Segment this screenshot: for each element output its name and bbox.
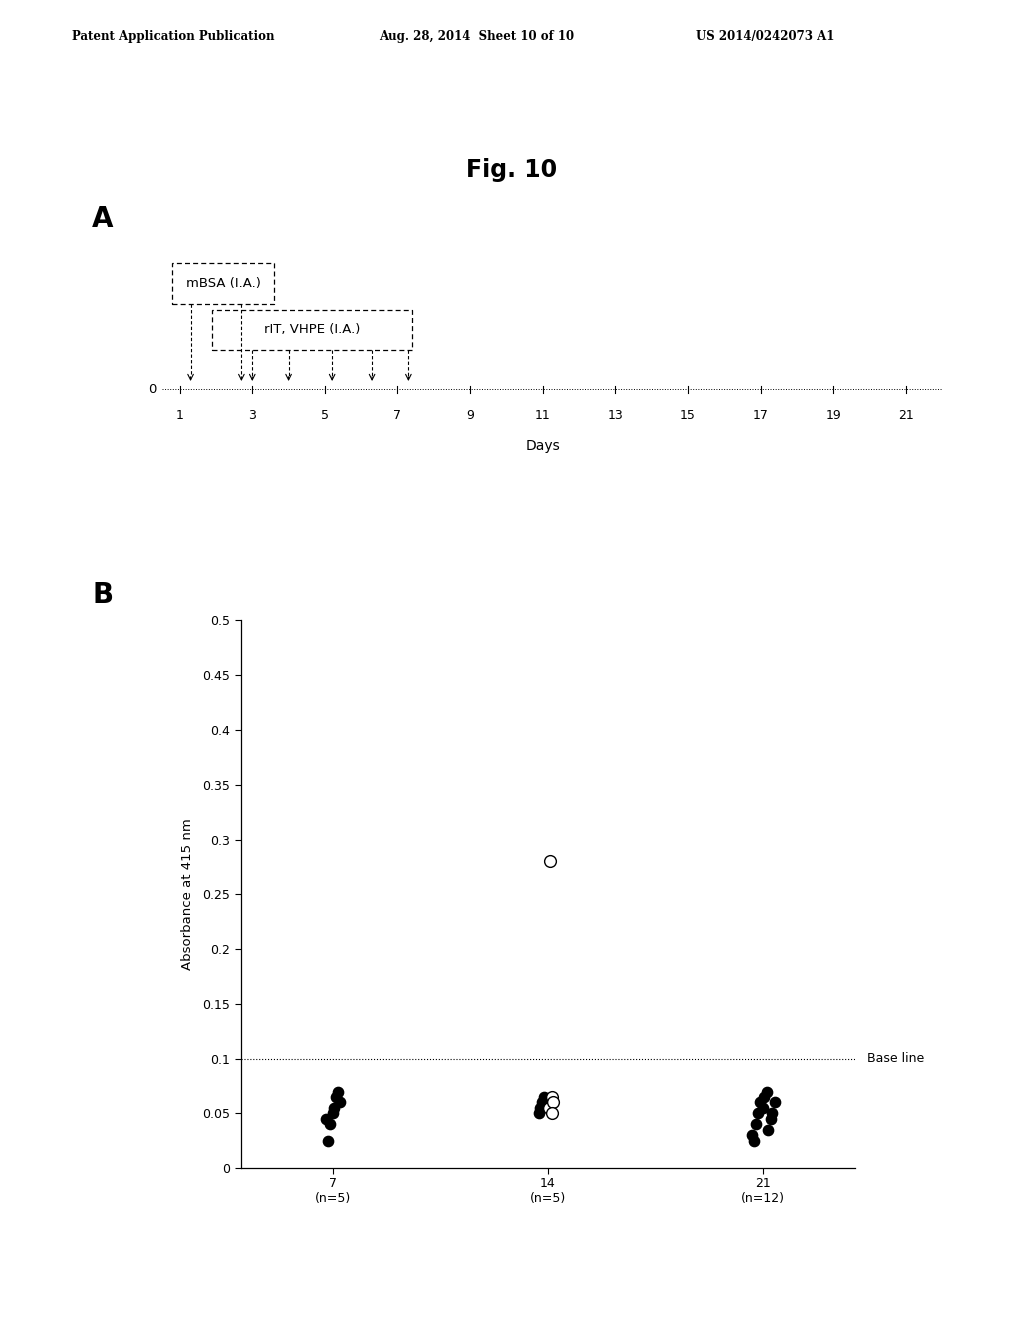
FancyBboxPatch shape [212, 310, 412, 350]
Point [745, 1130, 762, 1151]
Y-axis label: Absorbance at 415 nm: Absorbance at 415 nm [181, 818, 194, 970]
Point [764, 1104, 780, 1125]
Text: 17: 17 [753, 409, 768, 421]
Point [750, 1104, 766, 1125]
Point [532, 1097, 549, 1118]
Text: A: A [92, 205, 114, 232]
Text: rIT, VHPE (I.A.): rIT, VHPE (I.A.) [264, 323, 360, 337]
Point [760, 1119, 776, 1140]
Text: US 2014/0242073 A1: US 2014/0242073 A1 [696, 30, 835, 44]
Point [542, 851, 558, 873]
Point [326, 1097, 342, 1118]
Text: 21: 21 [898, 409, 913, 421]
Text: Patent Application Publication: Patent Application Publication [72, 30, 274, 44]
Text: 9: 9 [466, 409, 474, 421]
Point [743, 1125, 760, 1146]
Point [325, 1104, 341, 1125]
Text: Days: Days [525, 438, 560, 453]
Point [756, 1086, 772, 1107]
Point [545, 1104, 561, 1125]
Text: 1: 1 [176, 409, 183, 421]
Text: 11: 11 [535, 409, 551, 421]
Text: B: B [92, 581, 114, 609]
Point [535, 1092, 551, 1113]
Point [759, 1081, 775, 1102]
Text: 0: 0 [147, 383, 156, 396]
FancyBboxPatch shape [172, 263, 274, 304]
Text: mBSA (I.A.): mBSA (I.A.) [185, 277, 261, 290]
Text: Base line: Base line [867, 1052, 925, 1065]
Point [748, 1114, 764, 1135]
Point [323, 1114, 339, 1135]
Point [329, 1086, 345, 1107]
Point [330, 1081, 346, 1102]
Text: 7: 7 [393, 409, 401, 421]
Text: 5: 5 [321, 409, 329, 421]
Point [766, 1092, 782, 1113]
Point [319, 1130, 336, 1151]
Point [544, 1086, 560, 1107]
Text: Fig. 10: Fig. 10 [467, 158, 557, 182]
Text: 19: 19 [825, 409, 841, 421]
Point [332, 1092, 348, 1113]
Text: 15: 15 [680, 409, 696, 421]
Point [762, 1109, 778, 1130]
Point [753, 1092, 769, 1113]
Point [755, 1097, 771, 1118]
Text: 13: 13 [607, 409, 624, 421]
Point [536, 1086, 552, 1107]
Text: Aug. 28, 2014  Sheet 10 of 10: Aug. 28, 2014 Sheet 10 of 10 [379, 30, 574, 44]
Point [545, 1092, 561, 1113]
Point [541, 1097, 557, 1118]
Point [317, 1109, 334, 1130]
Text: 3: 3 [249, 409, 256, 421]
Point [531, 1104, 548, 1125]
